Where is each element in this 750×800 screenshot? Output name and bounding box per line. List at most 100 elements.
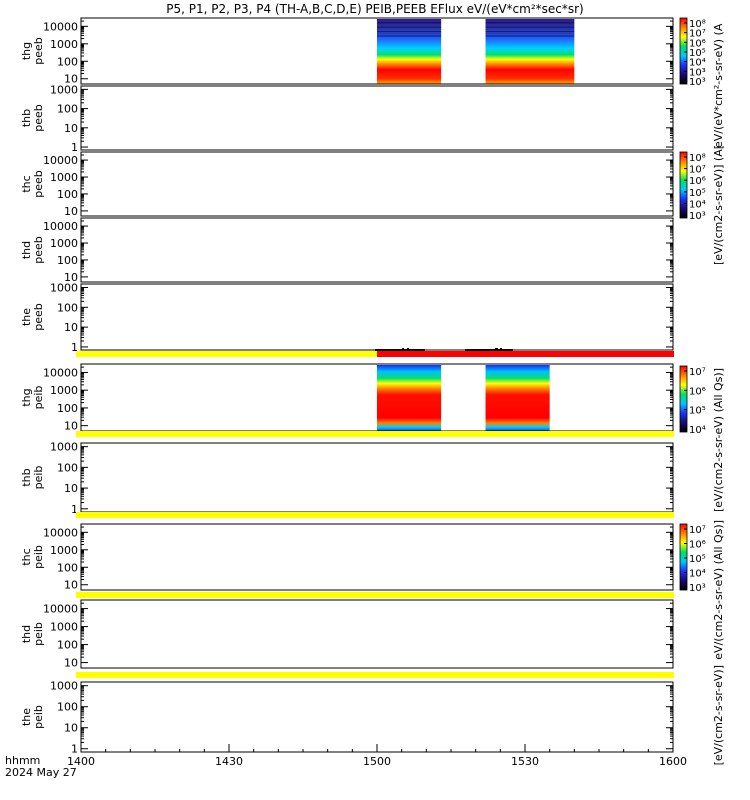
- panel-thb-peeb: 1000 100 10 1 thb peeb: [20, 83, 674, 154]
- y-tick-label: 10000: [43, 20, 78, 33]
- colorbar-tick-label: 10⁸: [689, 19, 706, 30]
- y-tick-label: 100: [57, 103, 78, 116]
- panel-thd-peib: 10000 1000 100 10 thd peib: [20, 599, 674, 670]
- spectrogram-stripe: [377, 28, 442, 30]
- panel-frame: [80, 283, 674, 351]
- spectrogram-stripe: [377, 26, 442, 28]
- spectrogram-stripe: [377, 20, 442, 22]
- y-tick-label: 1000: [50, 441, 78, 454]
- panel-label-instrument: peeb: [32, 236, 45, 264]
- y-tick-label: 10000: [43, 366, 78, 379]
- spectrogram-stripe: [377, 35, 442, 37]
- colorbar-tick-label: 10⁶: [689, 386, 706, 397]
- colorbar-tick-label: 10³: [689, 77, 706, 88]
- panel-label-probe: thg: [20, 388, 33, 406]
- status-bar-marker: [465, 349, 513, 351]
- spectrogram-stripe: [485, 24, 575, 26]
- panel-label-probe: the: [20, 708, 33, 726]
- figure-title: P5, P1, P2, P3, P4 (TH-A,B,C,D,E) PEIB,P…: [166, 2, 583, 16]
- colorbar-thc-peib: 10⁷ 10⁶ 10⁵ 10⁴ 10³: [679, 523, 706, 594]
- spectrogram-stripe: [485, 22, 575, 24]
- y-tick-label: 10000: [43, 220, 78, 233]
- panel-label-instrument: peib: [32, 705, 45, 729]
- x-tick-label: 1530: [511, 755, 539, 768]
- panel-thg-peib: 10000 1000 100 10 thg peib: [20, 363, 674, 433]
- colorbar-scale: [679, 365, 688, 433]
- colorbar-label-ion-thb: eV/(cm2-s-sr-eV) (All Qs)]: [712, 520, 725, 660]
- y-tick-label: 1000: [50, 83, 78, 96]
- panel-label-probe: thc: [20, 175, 33, 192]
- y-tick-label: 1000: [50, 680, 78, 693]
- panel-label-probe: thd: [20, 625, 33, 643]
- panel-thd-peeb: 10000 1000 100 10 thd peeb: [20, 217, 674, 284]
- colorbar-tick-label: 10⁶: [689, 176, 706, 187]
- status-bar-segment: [76, 351, 377, 357]
- colorbar-tick-label: 10⁷: [689, 367, 706, 378]
- y-tick-label: 1: [71, 743, 78, 756]
- panel-label-instrument: peeb: [32, 303, 45, 331]
- panel-the-peib: 1000 100 10 1 the peib: [20, 680, 674, 756]
- status-bar-segment: [377, 351, 674, 357]
- status-bar-segment: [76, 431, 674, 437]
- colorbar-label-electron-mid: [eV/(cm2-s-sr-eV)] (A[: [712, 145, 725, 265]
- y-tick-label: 10: [64, 321, 78, 334]
- colorbar-tick-label: 10⁷: [689, 29, 706, 40]
- colorbar-tick-label: 10⁴: [689, 199, 706, 210]
- x-tick-label: 1430: [215, 755, 243, 768]
- y-tick-label: 1000: [50, 38, 78, 51]
- panel-label-instrument: peib: [32, 386, 45, 410]
- y-tick-label: 10: [64, 579, 78, 592]
- x-axis-label-top: hhmm: [5, 754, 40, 767]
- colorbar-tick-label: 10⁷: [689, 165, 706, 176]
- spectrogram-stripe: [377, 24, 442, 26]
- panel-thb-peib: 1000 100 10 1 thb peib: [20, 441, 674, 516]
- status-bar-segment: [76, 672, 674, 678]
- colorbar-tick-label: 10³: [689, 583, 706, 594]
- colorbar-thg-peib: 10⁷ 10⁶ 10⁵ 10⁴: [679, 365, 706, 436]
- x-tick-label: 1400: [67, 755, 95, 768]
- colorbar-tick-label: 10⁸: [689, 153, 706, 164]
- panel-frame: [80, 599, 674, 669]
- y-tick-label: 1000: [50, 171, 78, 184]
- spectrogram-block: [485, 365, 550, 431]
- panel-label-probe: thc: [20, 548, 33, 565]
- colorbar-scale: [679, 151, 688, 219]
- y-tick-label: 10: [64, 205, 78, 218]
- colorbar-tick-label: 10³: [689, 67, 706, 78]
- y-tick-label: 100: [57, 55, 78, 68]
- colorbar-tick-label: 10⁴: [689, 58, 706, 69]
- spectrogram-block: [377, 19, 442, 84]
- spectrogram-stripe: [485, 33, 575, 35]
- colorbar-label-ion-low: [eV/(cm2-s-sr-eV)]: [712, 665, 725, 765]
- y-tick-label: 1: [71, 141, 78, 154]
- y-tick-label: 100: [57, 561, 78, 574]
- panel-the-peeb: 1000 100 10 1 the peeb: [20, 281, 674, 354]
- panel-label-instrument: peeb: [32, 37, 45, 65]
- y-tick-label: 10000: [43, 154, 78, 167]
- spectrogram-stripe: [485, 20, 575, 22]
- x-axis-label-bottom: 2024 May 27: [5, 766, 77, 779]
- panel-label-instrument: peeb: [32, 104, 45, 132]
- panel-tha-peeb: 10000 1000 100 10 thg peeb: [20, 17, 674, 86]
- y-tick-label: 10: [64, 122, 78, 135]
- status-bar-marker: [375, 349, 425, 351]
- x-tick-label: 1600: [659, 755, 687, 768]
- spectrogram-block: [485, 19, 575, 84]
- panel-label-instrument: peib: [32, 545, 45, 569]
- spectrogram-stripe: [377, 33, 442, 35]
- y-tick-label: 1: [71, 503, 78, 516]
- colorbar-tick-label: 10⁴: [689, 425, 706, 436]
- colorbar-tick-label: 10⁵: [689, 48, 706, 59]
- panel-thc-peeb: 10000 1000 100 10 thc peeb: [20, 151, 674, 218]
- y-tick-label: 1000: [50, 544, 78, 557]
- panel-label-probe: the: [20, 308, 33, 326]
- y-tick-label: 1000: [50, 281, 78, 294]
- panel-frame: [80, 217, 674, 283]
- panel-label-instrument: peib: [32, 466, 45, 490]
- y-tick-label: 1: [71, 341, 78, 354]
- status-bar-segment: [76, 592, 674, 598]
- panel-label-probe: thb: [20, 109, 33, 127]
- colorbar-tick-label: 10³: [689, 211, 706, 222]
